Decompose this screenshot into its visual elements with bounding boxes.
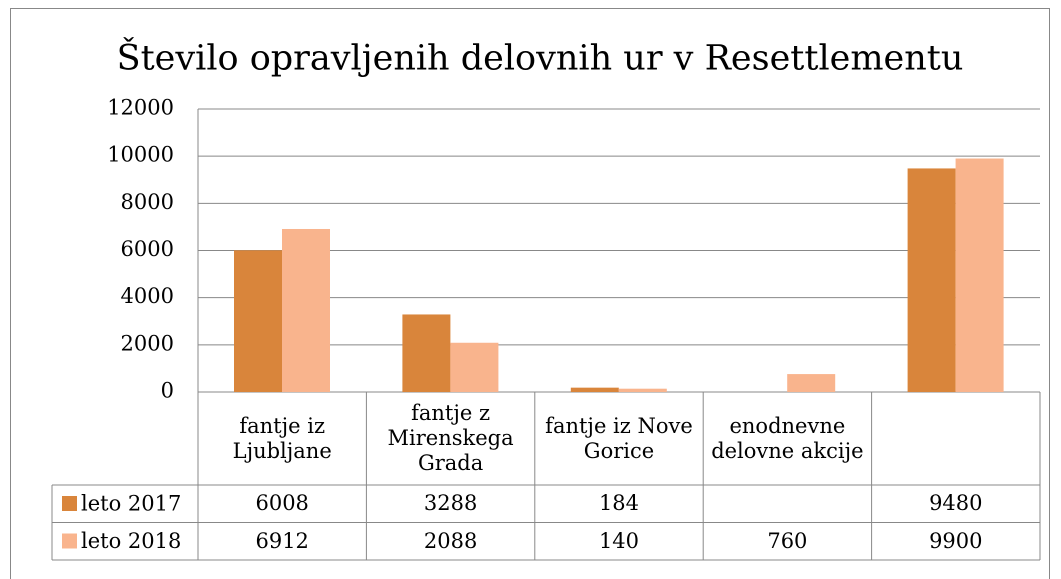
bar [618, 388, 667, 392]
x-tick-label: fantje iz Nove Gorice [545, 413, 693, 463]
x-tick-label: fantje z Mirenskega Grada [387, 401, 514, 475]
bar [234, 250, 282, 392]
legend-label: leto 2017 [81, 491, 181, 515]
y-tick-label: 12000 [107, 96, 174, 120]
data-table-value: 2088 [423, 528, 478, 553]
legend-marker [62, 496, 77, 511]
data-table-value: 6008 [255, 491, 309, 516]
bar [787, 374, 836, 392]
legend-marker [62, 533, 77, 549]
bar [402, 314, 451, 392]
data-table-value: 6912 [255, 528, 309, 553]
chart-border [10, 8, 1050, 579]
legend-label: leto 2018 [81, 529, 181, 553]
data-table-value: 760 [767, 528, 808, 553]
y-tick-label: 10000 [107, 143, 174, 167]
bar [907, 168, 956, 392]
chart-title: Število opravljenih delovnih ur v Resett… [117, 37, 964, 79]
y-tick-label: 2000 [121, 331, 174, 355]
y-tick-label: 6000 [121, 237, 174, 261]
bar [450, 342, 499, 392]
x-tick-label: fantje iz Ljubljane [232, 413, 332, 463]
data-table-value: 9480 [929, 491, 983, 516]
bar [570, 387, 619, 392]
y-tick-label: 8000 [121, 190, 174, 214]
x-tick-label: enodnevne delovne akcije [711, 413, 864, 463]
data-table-value: 9900 [929, 528, 983, 553]
data-table-value: 3288 [423, 491, 478, 516]
y-tick-label: 0 [161, 379, 174, 403]
y-tick-label: 4000 [121, 284, 174, 308]
data-table-value: 184 [598, 491, 640, 516]
data-table-value: 140 [598, 528, 640, 553]
bar [955, 158, 1004, 392]
bar [282, 228, 330, 392]
